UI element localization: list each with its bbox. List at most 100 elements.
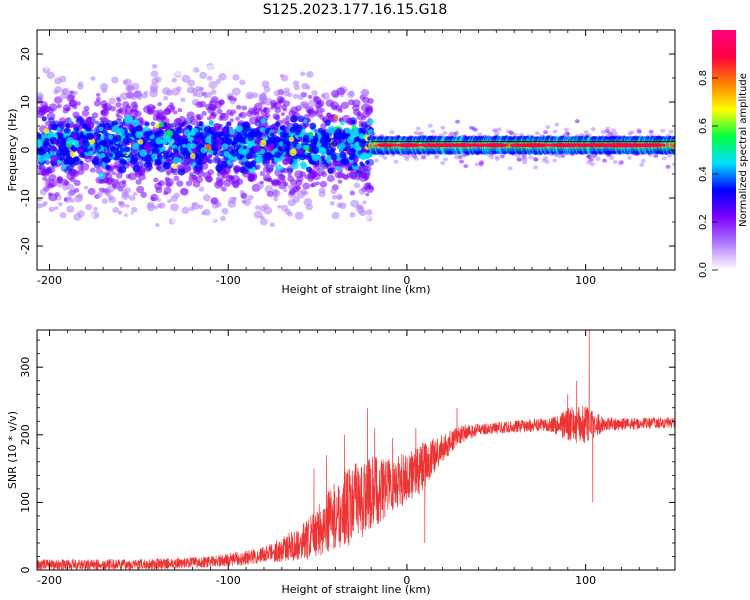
spectrogram-cell bbox=[237, 33, 246, 41]
spectrogram-cell bbox=[277, 146, 283, 152]
spectrogram-cell bbox=[60, 92, 68, 100]
spectrogram-cell bbox=[202, 208, 211, 217]
spectrogram-cell bbox=[311, 231, 317, 237]
spectrogram-cell bbox=[143, 161, 150, 168]
spectrogram-cell bbox=[128, 172, 138, 181]
spectrogram-cell bbox=[521, 153, 527, 158]
spectrogram-cell bbox=[119, 92, 129, 100]
spectrogram-cell bbox=[96, 93, 101, 97]
spectrogram-cell bbox=[89, 298, 95, 303]
spectrogram-cell bbox=[53, 96, 63, 104]
spectrogram-cell bbox=[73, 155, 80, 162]
colorbar-tick-label: 0.2 bbox=[698, 214, 709, 230]
spectrogram-cell bbox=[91, 280, 99, 287]
spectrogram-cell bbox=[230, 109, 237, 115]
spectrogram-cell bbox=[229, 99, 236, 105]
colorbar-tick-label: 0.8 bbox=[698, 70, 709, 86]
spectrogram-cell bbox=[87, 227, 96, 235]
spectrogram-cell bbox=[413, 156, 419, 161]
spectrogram-cell bbox=[118, 165, 127, 174]
spectrogram-cell bbox=[345, 30, 354, 35]
spectrogram-cell bbox=[259, 139, 267, 147]
spectrogram-cell bbox=[343, 147, 348, 152]
spectrogram-peak bbox=[434, 143, 459, 148]
spectrogram-cell bbox=[46, 71, 55, 79]
spectrogram-cell bbox=[360, 121, 368, 128]
spectrogram-cell bbox=[179, 187, 189, 196]
spectrogram-cell bbox=[297, 94, 304, 100]
spectrogram-cell bbox=[265, 230, 274, 238]
snr-y-ticks: 0 100 200 300 bbox=[19, 339, 675, 574]
spectrogram-cell bbox=[148, 237, 157, 246]
spectrogram-cell bbox=[207, 169, 215, 176]
spectrogram-cell bbox=[210, 89, 217, 95]
spectrogram-cell bbox=[355, 176, 360, 181]
spectrogram-cell bbox=[170, 195, 178, 202]
spectrogram-cell bbox=[242, 145, 247, 150]
spectrogram-cell bbox=[241, 105, 247, 111]
spectrogram-cell bbox=[127, 230, 135, 238]
spectrogram-cell bbox=[463, 164, 469, 169]
spectrogram-cell bbox=[135, 179, 142, 185]
spectrogram-cell bbox=[134, 60, 143, 68]
spectrogram-peak bbox=[605, 143, 634, 148]
spectrogram-cell bbox=[124, 146, 131, 153]
spectrogram-cell bbox=[282, 137, 289, 145]
spectrogram-cell bbox=[457, 154, 463, 159]
spectrogram-cell bbox=[247, 174, 255, 182]
spectrogram-cell bbox=[186, 118, 191, 123]
spectrogram-cell bbox=[119, 153, 124, 158]
spectrogram-cell bbox=[609, 155, 615, 160]
spectrogram-cell bbox=[272, 224, 281, 233]
spectrogram-cell bbox=[212, 146, 217, 152]
spectrogram-cell bbox=[165, 104, 175, 113]
spectrogram-cell bbox=[343, 44, 351, 51]
spectrogram-cell bbox=[169, 17, 174, 21]
spectrogram-cell bbox=[239, 79, 246, 86]
spectrogram-cell bbox=[348, 238, 357, 247]
spectrogram-cell bbox=[238, 136, 246, 144]
spectrogram-cell bbox=[57, 202, 63, 207]
spectrogram-cell bbox=[254, 164, 261, 170]
snr-x-ticks: -200 -100 0 100 bbox=[37, 330, 676, 587]
spectrogram-cell bbox=[105, 63, 110, 67]
spectrogram-cell bbox=[253, 137, 261, 145]
spectrogram-cell bbox=[361, 96, 370, 104]
spectrogram-cell bbox=[132, 164, 141, 173]
spectrogram-cell bbox=[53, 89, 59, 95]
spectrogram-cell bbox=[58, 117, 67, 124]
spectrogram-cell bbox=[244, 238, 251, 244]
spectrogram-cell bbox=[37, 203, 43, 209]
spectrogram-cell bbox=[264, 113, 271, 119]
spectrogram-cell bbox=[193, 164, 203, 172]
spectrogram-cell bbox=[660, 128, 666, 133]
spectrogram-cell bbox=[178, 115, 186, 122]
spectrogram-cell bbox=[499, 154, 505, 159]
spectrogram-cell bbox=[154, 123, 160, 129]
spectrogram-cell bbox=[196, 247, 202, 253]
spectrogram-cell bbox=[277, 232, 286, 241]
spectrogram-cell bbox=[87, 212, 95, 219]
x-tick-label: -100 bbox=[216, 574, 241, 587]
spectrogram-cell bbox=[283, 182, 289, 187]
spectrogram-cell bbox=[363, 182, 371, 190]
spectrogram-cell bbox=[152, 147, 160, 155]
spectrogram-data bbox=[37, 17, 675, 303]
spectrogram-cell bbox=[165, 89, 173, 96]
spectrogram-cell bbox=[102, 141, 109, 148]
spectrogram-cell bbox=[197, 63, 206, 71]
spectrogram-cell bbox=[296, 175, 304, 183]
spectrogram-cell bbox=[201, 267, 209, 270]
spectrogram-cell bbox=[292, 185, 300, 193]
spectrogram-cell bbox=[79, 160, 84, 165]
spectrogram-cell bbox=[93, 135, 99, 141]
spectrogram-cell bbox=[81, 109, 90, 117]
spectrogram-cell bbox=[233, 165, 241, 173]
spectrogram-cell bbox=[331, 140, 339, 147]
spectrogram-cell bbox=[94, 120, 99, 125]
spectrogram-cell bbox=[259, 127, 266, 133]
spectrogram-cell bbox=[276, 95, 284, 103]
spectrogram-cell bbox=[208, 81, 218, 90]
spectrogram-cell bbox=[349, 211, 356, 218]
spectrogram-cell bbox=[139, 170, 146, 176]
